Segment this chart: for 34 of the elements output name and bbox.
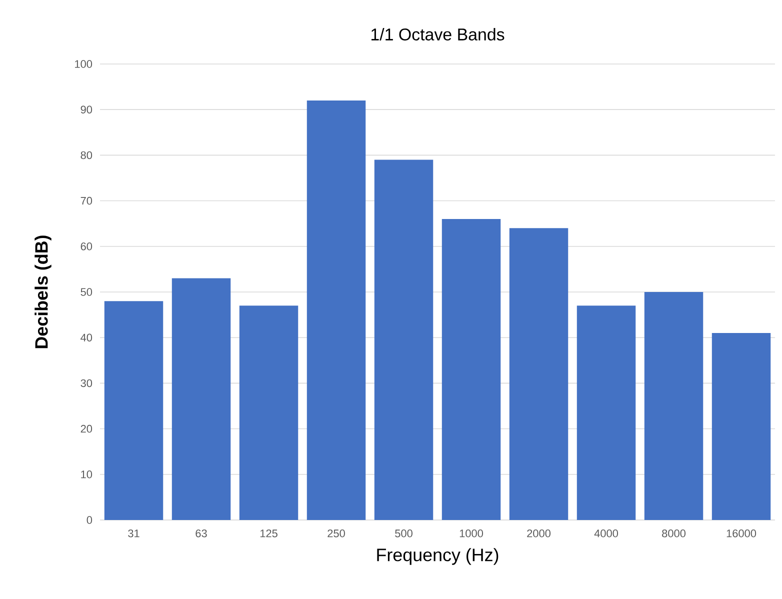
bar	[576, 306, 636, 520]
y-tick-label: 60	[80, 242, 92, 250]
y-tick-label: 100	[75, 60, 92, 68]
y-axis-title: Decibels (dB)	[34, 236, 52, 348]
x-tick-label: 2000	[527, 530, 551, 538]
bar	[442, 219, 501, 520]
x-tick-label: 8000	[662, 530, 686, 538]
x-tick-label: 1000	[460, 530, 484, 538]
y-tick-label: 70	[80, 196, 92, 205]
y-tick-label: 20	[80, 424, 92, 433]
x-axis-title: Frequency (Hz)	[377, 548, 498, 565]
y-tick-label: 10	[81, 470, 92, 478]
bar	[104, 301, 164, 520]
x-tick-label: 16000	[726, 530, 756, 538]
x-tick-label: 31	[128, 530, 140, 538]
x-tick-label: 250	[328, 530, 345, 538]
y-tick-label: 50	[80, 288, 92, 296]
bar	[644, 292, 704, 520]
bar	[239, 306, 298, 520]
y-tick-label: 30	[80, 379, 92, 388]
y-tick-label: 90	[80, 106, 92, 114]
bar	[374, 160, 434, 520]
x-tick-label: 500	[395, 530, 412, 538]
x-tick-label: 4000	[594, 530, 618, 538]
y-tick-label: 40	[80, 334, 92, 342]
chart-title: 1/1 Octave Bands	[371, 28, 504, 40]
y-tick-label: 80	[80, 151, 92, 160]
x-tick-label: 63	[196, 530, 207, 538]
bar	[509, 228, 568, 520]
y-tick-label: 0	[86, 516, 92, 524]
bar	[306, 100, 366, 520]
x-tick-label: 125	[260, 530, 278, 538]
bar	[712, 333, 771, 520]
bar	[172, 278, 231, 520]
